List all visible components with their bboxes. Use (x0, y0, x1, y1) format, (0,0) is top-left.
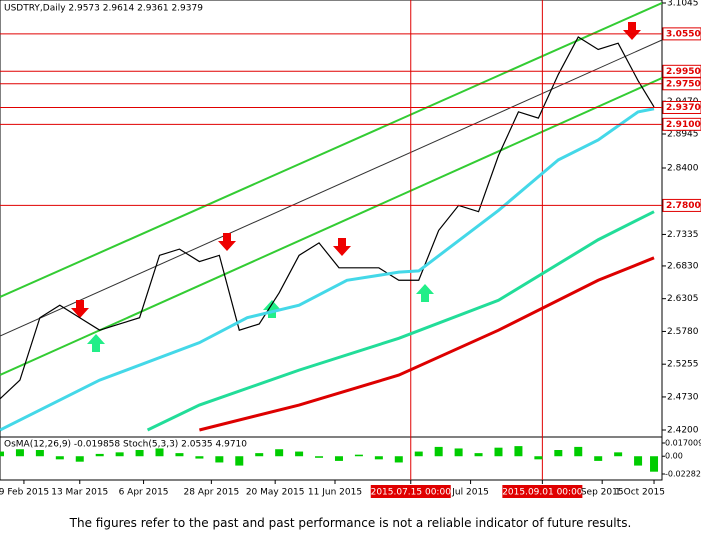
x-tick-label: 11 Jun 2015 (308, 488, 362, 498)
osc-bar (374, 456, 383, 460)
up-arrow (416, 284, 434, 302)
level-box (662, 100, 701, 114)
osc-tick-label: -0.022828 (665, 470, 701, 479)
y-tick-label: 2.4200 (667, 426, 699, 436)
osc-bar (574, 446, 583, 457)
y-tick-label: 2.7335 (667, 230, 699, 240)
disclaimer: The figures refer to the past and past p… (69, 516, 632, 530)
osc-bar (414, 451, 423, 457)
osc-bar (175, 453, 184, 457)
osc-bar (494, 447, 503, 457)
arrows (71, 22, 641, 352)
down-arrow (71, 300, 89, 318)
osc-frame (0, 436, 663, 481)
osc-title: OsMA(12,26,9) -0.019858 Stoch(5,3,3) 2.0… (4, 440, 247, 450)
x-tick-label: 6 Apr 2015 (119, 488, 169, 498)
osc-bar (55, 456, 64, 460)
osc-tick-label: 0.00 (665, 452, 683, 461)
osc-bar (75, 456, 84, 462)
y-tick-label: 2.6305 (667, 294, 699, 304)
chart: USDTRY,Daily 2.9573 2.9614 2.9361 2.9379… (0, 0, 701, 498)
x-label-box (370, 485, 451, 498)
down-arrow (623, 22, 641, 40)
down-arrow (218, 233, 236, 251)
osc-bar (474, 453, 483, 457)
osc-bar (614, 452, 623, 457)
x-tick-label: Jul 2015 (451, 488, 489, 498)
osc-bar (235, 456, 244, 466)
series-line (0, 107, 655, 432)
osc-bar (135, 450, 144, 457)
up-arrow (87, 334, 105, 352)
down-arrow (333, 238, 351, 256)
osc-bar (295, 451, 304, 457)
osc-tick-label: 0.017009 (665, 439, 701, 448)
y-tick-label: 2.8400 (667, 163, 699, 173)
x-tick-label: Sep 2015 (581, 488, 624, 498)
osc-bar (514, 446, 523, 457)
level-box (662, 198, 701, 212)
osc-bar (650, 456, 659, 472)
series-line (199, 256, 655, 432)
x-tick-label: 2015.07.15 00:00 (371, 488, 452, 498)
osc-bar (95, 453, 104, 457)
y-tick-label: 3.1045 (667, 0, 699, 9)
osc-bar (255, 453, 264, 457)
osc-bar (434, 446, 443, 457)
y-tick-label: 2.5255 (667, 360, 699, 370)
osc-bar (554, 450, 563, 457)
osc-bar (155, 448, 164, 457)
y-tick-label: 2.4730 (667, 392, 699, 402)
osc-bar (394, 456, 403, 463)
osc-bar (35, 450, 44, 457)
osc-bar (594, 456, 603, 461)
main-frame (0, 0, 663, 438)
osc-bar (275, 449, 284, 457)
osc-bar (195, 456, 204, 459)
x-label-box (502, 485, 583, 498)
x-tick-label: 28 Apr 2015 (184, 488, 240, 498)
x-tick-label: 20 May 2015 (246, 488, 305, 498)
y-tick-label: 2.6830 (667, 261, 699, 271)
osc-bar (634, 456, 643, 466)
series-line (146, 210, 655, 432)
channel-line (0, 2, 663, 298)
channel-line (0, 77, 663, 376)
x-tick-label: 13 Mar 2015 (51, 488, 108, 498)
level-box (662, 77, 701, 91)
osc-bar (315, 456, 324, 458)
osc-bar (215, 456, 224, 463)
series-line (0, 36, 655, 400)
osc-bar (115, 452, 124, 457)
level-label: 2.9950 (666, 67, 701, 77)
up-arrow (263, 300, 281, 318)
level-label: 3.0550 (666, 29, 701, 39)
level-label: 2.9100 (666, 120, 701, 130)
x-tick-label: 2015.09.01 00:00 (502, 488, 583, 498)
level-box (662, 27, 701, 41)
chart-title: USDTRY,Daily 2.9573 2.9614 2.9361 2.9379 (4, 4, 203, 14)
x-tick-label: 9 Feb 2015 (0, 488, 49, 498)
level-label: 2.9370 (666, 103, 701, 113)
osc-bar (334, 456, 343, 461)
y-tick-label: 2.8945 (667, 130, 699, 140)
osc-bar (454, 448, 463, 457)
y-tick-label: 2.5780 (667, 327, 699, 337)
osc-bar (534, 456, 543, 460)
level-box (662, 117, 701, 131)
x-tick-label: 1 Oct 2015 (615, 488, 665, 498)
osc-bar (0, 451, 4, 457)
osc-bar (15, 449, 24, 457)
level-label: 2.7800 (666, 201, 701, 211)
osc-bar (354, 454, 363, 457)
level-label: 2.9750 (666, 79, 701, 89)
